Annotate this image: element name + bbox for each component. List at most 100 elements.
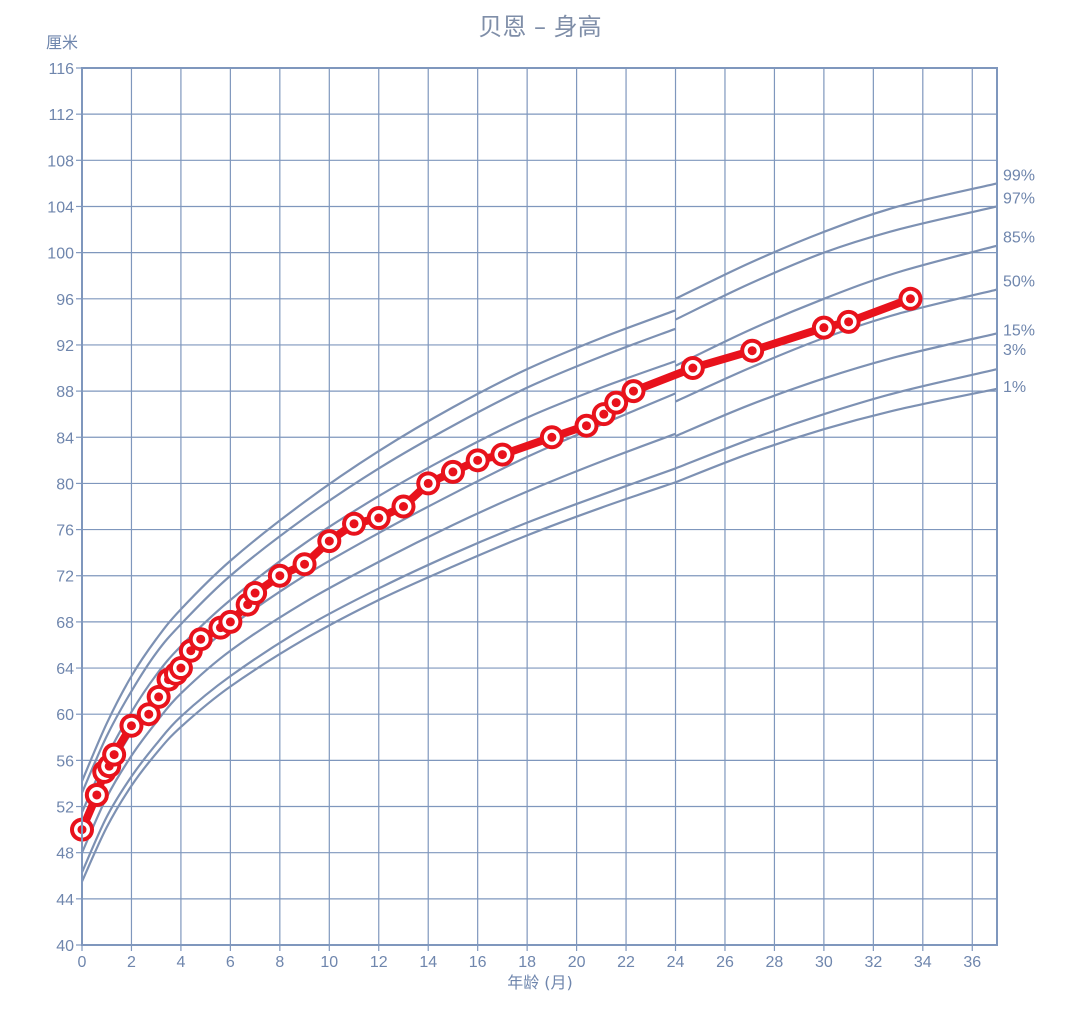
- percentile-label-97: 97%: [1003, 190, 1035, 207]
- y-tick-label: 48: [56, 846, 74, 863]
- point-center-dot: [186, 646, 196, 656]
- y-tick-label: 72: [56, 569, 74, 586]
- x-tick-label: 0: [78, 954, 87, 971]
- y-tick-label: 56: [56, 753, 74, 770]
- x-tick-label: 30: [815, 954, 833, 971]
- y-tick-label: 40: [56, 938, 74, 955]
- percentile-labels: 99% 97% 85% 50% 15% 3% 1%: [1003, 167, 1035, 395]
- point-center-dot: [398, 502, 408, 511]
- point-center-dot: [349, 519, 359, 529]
- child-height-point: [574, 413, 599, 438]
- percentile-label-1: 1%: [1003, 379, 1026, 396]
- percentile-curve-99: [80, 309, 676, 782]
- y-tick-label: 116: [48, 61, 74, 78]
- point-center-dot: [324, 536, 334, 546]
- child-height-point: [539, 425, 564, 450]
- point-center-dot: [374, 513, 384, 523]
- child-height-point: [267, 563, 292, 588]
- x-tick-label: 24: [667, 954, 685, 971]
- child-height-line: [78, 294, 915, 834]
- point-center-dot: [747, 346, 757, 356]
- x-tick-label: 22: [617, 954, 635, 971]
- point-center-dot: [628, 386, 638, 396]
- child-height-point: [84, 782, 109, 807]
- child-height-point: [836, 309, 861, 334]
- percentile-curve-3: [80, 467, 676, 873]
- percentile-label-99: 99%: [1003, 167, 1035, 184]
- point-center-dot: [176, 663, 186, 673]
- y-tick-label: 100: [47, 246, 74, 263]
- child-height-point: [292, 552, 317, 577]
- point-center-dot: [196, 634, 206, 644]
- point-center-dot: [300, 559, 310, 569]
- point-center-dot: [844, 317, 854, 327]
- child-series: [70, 286, 923, 842]
- point-center-dot: [599, 409, 609, 419]
- y-tick-label: 76: [56, 523, 74, 540]
- x-tick-label: 10: [320, 954, 338, 971]
- child-height-point: [680, 356, 705, 381]
- point-center-dot: [473, 455, 483, 465]
- chart-title: 贝恩 – 身高: [478, 13, 601, 41]
- y-tick-label: 68: [56, 615, 74, 632]
- y-tick-label: 104: [47, 199, 74, 216]
- percentile-curves: [80, 182, 998, 882]
- percentile-label-15: 15%: [1003, 322, 1035, 339]
- child-height-point: [898, 286, 923, 311]
- percentile-curve-99: [675, 182, 998, 300]
- point-center-dot: [423, 478, 433, 488]
- x-axis-label: 年龄 (月): [507, 973, 573, 992]
- y-tick-label: 64: [56, 661, 74, 678]
- child-height-point: [366, 506, 391, 531]
- grid: [81, 67, 997, 946]
- point-center-dot: [154, 692, 164, 702]
- percentile-curve-1: [80, 481, 676, 882]
- child-height-point: [102, 742, 127, 767]
- y-tick-label: 44: [56, 892, 74, 909]
- child-height-point: [243, 581, 268, 606]
- x-tick-label: 12: [370, 954, 388, 971]
- x-tick-label: 6: [226, 954, 235, 971]
- x-tick-label: 8: [275, 954, 284, 971]
- percentile-curve-97: [80, 327, 676, 794]
- point-center-dot: [547, 432, 557, 442]
- y-tick-label: 60: [56, 707, 74, 724]
- percentile-curve-15: [80, 432, 676, 854]
- point-center-dot: [275, 571, 285, 581]
- x-tick-label: 34: [914, 954, 932, 971]
- x-tick-label: 26: [716, 954, 734, 971]
- point-center-dot: [144, 709, 154, 719]
- x-tick-label: 28: [766, 954, 784, 971]
- percentile-curve-85: [80, 360, 676, 813]
- point-center-dot: [92, 790, 102, 800]
- point-center-dot: [497, 450, 507, 460]
- percentile-curve-97: [675, 205, 998, 321]
- x-tick-label: 36: [963, 954, 981, 971]
- child-height-point: [811, 315, 836, 340]
- plot-frame: [81, 67, 998, 946]
- percentile-curve-15: [675, 332, 998, 438]
- point-center-dot: [688, 363, 698, 373]
- x-tick-label: 18: [518, 954, 536, 971]
- percentile-label-85: 85%: [1003, 230, 1035, 247]
- child-height-point: [440, 459, 465, 484]
- x-tick-label: 20: [568, 954, 586, 971]
- y-tick-label: 52: [56, 800, 74, 817]
- y-tick-label: 92: [56, 338, 74, 355]
- point-center-dot: [225, 617, 235, 627]
- child-height-point: [218, 609, 243, 634]
- child-height-point: [317, 529, 342, 554]
- point-center-dot: [250, 588, 260, 598]
- y-axis-label: 厘米: [46, 33, 78, 52]
- point-center-dot: [611, 398, 621, 408]
- point-center-dot: [819, 323, 829, 333]
- child-height-point: [342, 511, 367, 536]
- point-center-dot: [905, 294, 915, 304]
- child-height-point: [465, 448, 490, 473]
- child-height-point: [119, 713, 144, 738]
- y-tick-label: 84: [56, 430, 74, 447]
- child-height-point: [391, 494, 416, 519]
- y-tick-label: 88: [56, 384, 74, 401]
- child-height-point: [188, 627, 213, 652]
